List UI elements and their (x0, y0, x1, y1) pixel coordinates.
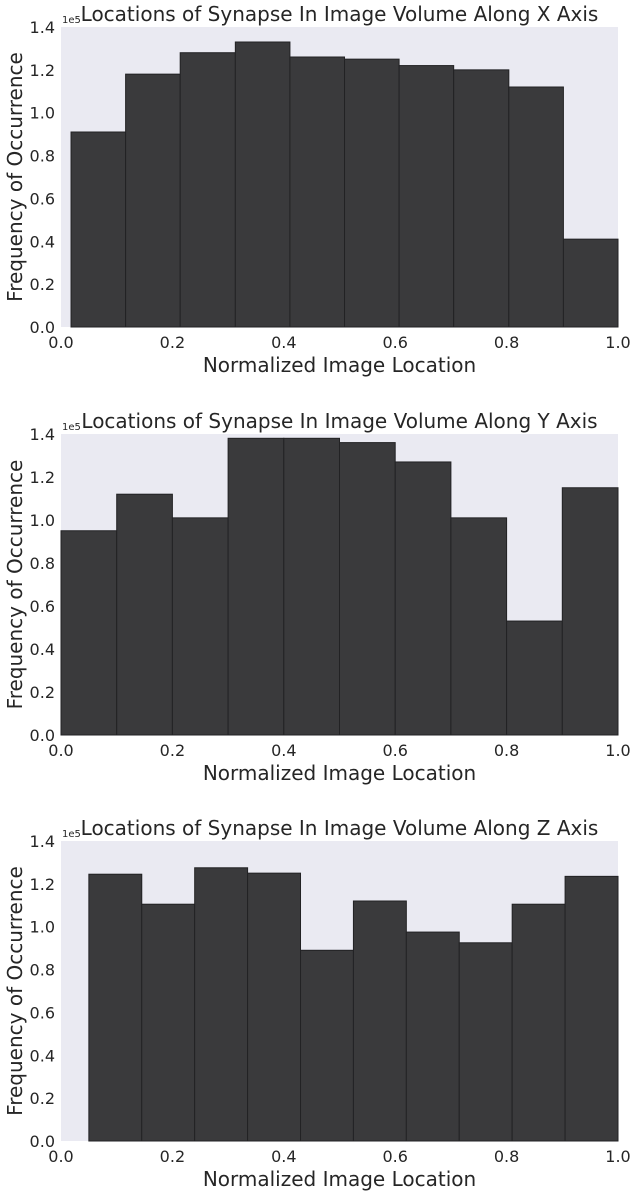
bar-y-8 (450, 517, 508, 736)
y-tick-label-y: 1.4 (30, 425, 55, 444)
bar-z-4 (247, 872, 302, 1142)
bar-x-2 (125, 73, 181, 328)
x-tick-label-y: 0.8 (494, 741, 519, 760)
y-tick-label-x: 0.6 (30, 189, 55, 208)
bar-x-3 (179, 52, 236, 328)
y-axis-label-x: Frequency of Occurrence (3, 52, 27, 302)
bar-z-1 (88, 873, 143, 1142)
y-tick-label-x: 0.0 (30, 318, 55, 337)
x-tick-label-y: 1.0 (605, 741, 630, 760)
y-tick-label-z: 1.2 (30, 875, 55, 894)
bar-x-8 (453, 69, 510, 328)
bar-x-9 (508, 86, 564, 328)
x-axis-label-y: Normalized Image Location (203, 761, 476, 785)
x-tick-label-y: 0.6 (382, 741, 407, 760)
bar-x-10 (562, 238, 619, 328)
chart-z-axis: Locations of Synapse In Image Volume Alo… (3, 816, 631, 1191)
bar-y-6 (339, 442, 396, 736)
bar-x-6 (344, 58, 400, 328)
x-tick-label-z: 0.2 (160, 1147, 185, 1166)
y-tick-label-z: 0.0 (30, 1132, 55, 1151)
y-tick-label-x: 1.4 (30, 18, 55, 37)
bar-x-7 (398, 65, 455, 328)
bar-x-4 (234, 41, 291, 328)
y-tick-label-z: 1.0 (30, 918, 55, 937)
bar-y-2 (116, 493, 173, 736)
bar-y-10 (561, 487, 619, 736)
chart-title-x: Locations of Synapse In Image Volume Alo… (81, 2, 599, 26)
y-tick-label-y: 0.6 (30, 597, 55, 616)
x-tick-label-y: 0.0 (48, 741, 73, 760)
bar-x-5 (289, 56, 346, 328)
bar-y-9 (506, 620, 563, 736)
x-tick-label-z: 1.0 (605, 1147, 630, 1166)
y-tick-label-x: 0.8 (30, 147, 55, 166)
x-tick-label-z: 0.0 (48, 1147, 73, 1166)
bar-z-5 (300, 949, 354, 1142)
x-tick-label-x: 0.8 (494, 333, 519, 352)
x-tick-label-x: 0.2 (160, 333, 185, 352)
x-axis-label-z: Normalized Image Location (203, 1167, 476, 1191)
x-tick-label-z: 0.8 (494, 1147, 519, 1166)
x-tick-label-z: 0.4 (271, 1147, 296, 1166)
y-tick-label-z: 1.4 (30, 832, 55, 851)
bar-z-3 (194, 867, 249, 1142)
bar-z-9 (511, 903, 566, 1142)
chart-title-z: Locations of Synapse In Image Volume Alo… (81, 816, 599, 840)
y-tick-label-x: 0.4 (30, 232, 55, 251)
y-tick-label-x: 1.2 (30, 61, 55, 80)
y-tick-label-z: 0.6 (30, 1003, 55, 1022)
bar-y-1 (60, 530, 118, 736)
chart-title-y: Locations of Synapse In Image Volume Alo… (81, 409, 597, 433)
chart-y-axis: Locations of Synapse In Image Volume Alo… (3, 409, 631, 785)
y-tick-label-z: 0.2 (30, 1089, 55, 1108)
y-tick-label-y: 1.0 (30, 511, 55, 530)
y-offset-label-y: 1e5 (62, 422, 81, 433)
y-tick-label-y: 1.2 (30, 468, 55, 487)
x-tick-label-y: 0.2 (160, 741, 185, 760)
y-axis-label-z: Frequency of Occurrence (3, 866, 27, 1116)
y-offset-label-x: 1e5 (62, 15, 81, 26)
bar-z-2 (141, 903, 196, 1142)
x-tick-label-x: 0.6 (382, 333, 407, 352)
x-tick-label-x: 0.0 (48, 333, 73, 352)
x-axis-label-x: Normalized Image Location (203, 353, 476, 377)
bar-z-10 (564, 875, 619, 1142)
bar-z-8 (458, 942, 513, 1142)
bar-y-3 (171, 517, 229, 736)
y-tick-label-z: 0.4 (30, 1046, 55, 1065)
y-tick-label-y: 0.8 (30, 554, 55, 573)
y-axis-label-y: Frequency of Occurrence (3, 460, 27, 710)
y-offset-label-z: 1e5 (62, 829, 81, 840)
bar-y-4 (227, 437, 285, 736)
y-tick-label-x: 1.0 (30, 104, 55, 123)
x-tick-label-x: 0.4 (271, 333, 296, 352)
y-tick-label-x: 0.2 (30, 275, 55, 294)
x-tick-label-z: 0.6 (382, 1147, 407, 1166)
bar-y-7 (394, 461, 452, 736)
y-tick-label-y: 0.4 (30, 640, 55, 659)
bar-x-1 (70, 131, 127, 328)
bar-y-5 (283, 437, 340, 736)
x-tick-label-y: 0.4 (271, 741, 296, 760)
x-tick-label-x: 1.0 (605, 333, 630, 352)
bar-z-6 (352, 900, 407, 1142)
bar-z-7 (405, 931, 460, 1142)
y-tick-label-y: 0.2 (30, 683, 55, 702)
chart-x-axis: Locations of Synapse In Image Volume Alo… (3, 2, 631, 377)
y-tick-label-y: 0.0 (30, 726, 55, 745)
y-tick-label-z: 0.8 (30, 961, 55, 980)
